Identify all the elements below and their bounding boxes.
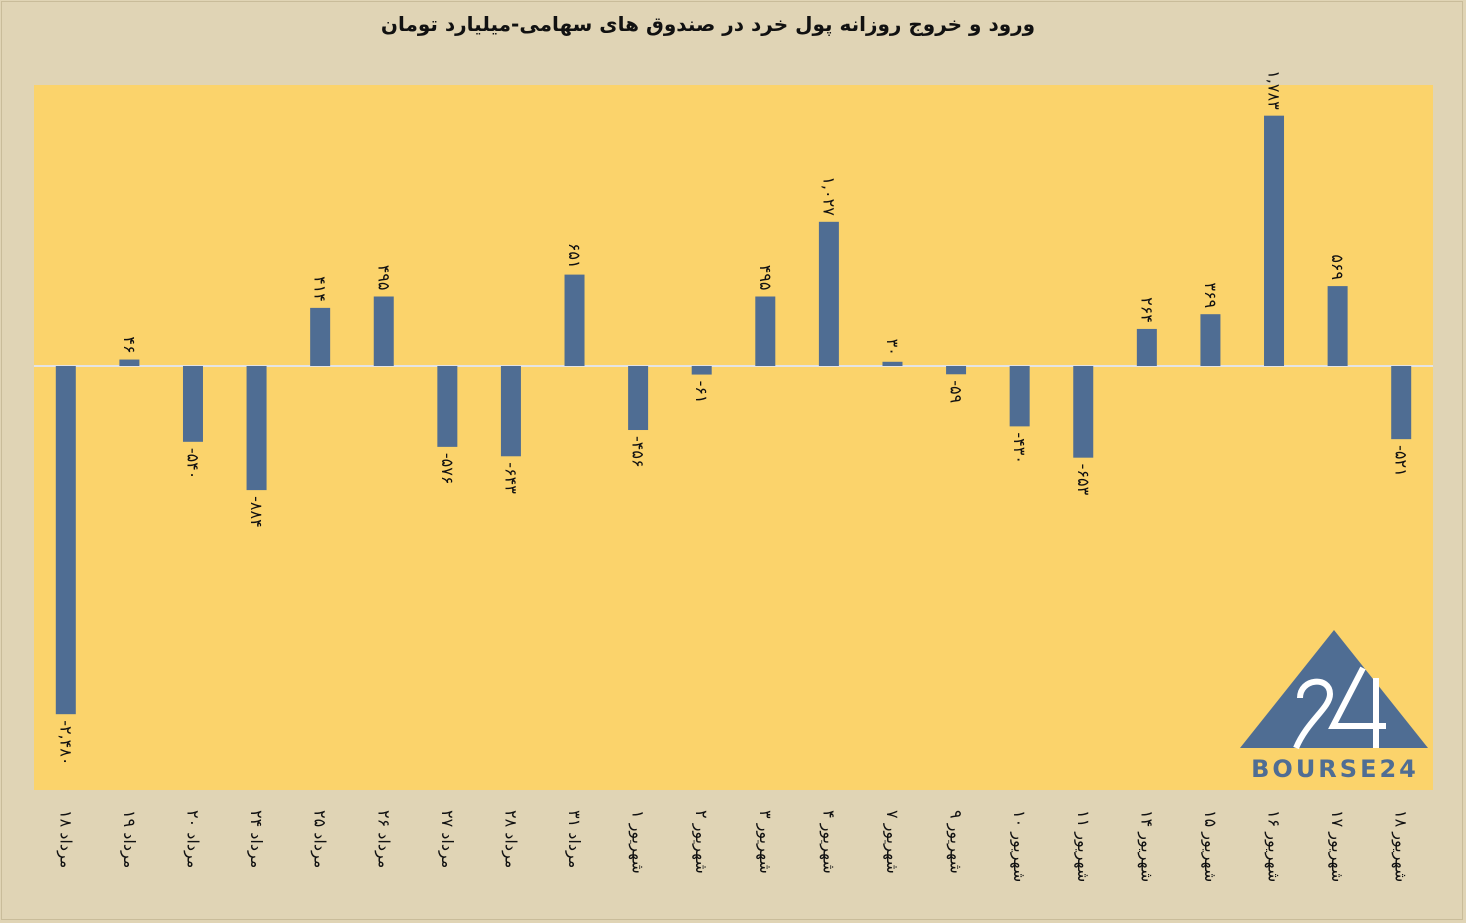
bar (182, 366, 203, 442)
bar (946, 366, 967, 375)
x-tick-label: ۷ شهریور (882, 810, 902, 874)
x-tick-label: ۴ شهریور (818, 810, 838, 874)
x-tick-label: ۲۷ مرداد (437, 810, 457, 868)
data-label: ۴۶ (120, 336, 139, 353)
data-label: ۴۹۵ (756, 265, 775, 291)
bar (818, 221, 839, 366)
x-tick-label: ۱۱ شهریور (1073, 810, 1093, 882)
data-label: -۸۸۴ (247, 496, 266, 528)
x-tick-label: ۱۰ شهریور (1009, 810, 1029, 882)
bar (373, 296, 394, 366)
x-tick-label: ۹ شهریور (946, 810, 966, 874)
chart-title: ورود و خروج روزانه پول خرد در صندوق های … (380, 12, 1036, 36)
bar (500, 366, 521, 457)
data-label: ۲۶۴ (1137, 297, 1156, 323)
bar (1136, 328, 1157, 366)
data-label: -۴۵۶ (629, 436, 648, 468)
data-label: ۴۱۴ (311, 276, 330, 302)
bar (628, 366, 649, 431)
x-tick-label: ۱۶ شهریور (1264, 810, 1284, 882)
data-label: ۱,۰۲۷ (819, 176, 838, 216)
x-tick-label: ۲۶ مرداد (373, 810, 393, 868)
x-tick-label: ۲۸ مرداد (500, 810, 520, 868)
data-label: ۶۵۱ (565, 243, 584, 269)
data-label: ۴۹۵ (374, 265, 393, 291)
data-label: -۵۷۶ (438, 453, 457, 485)
x-tick-label: ۲ شهریور (691, 810, 711, 874)
bar (691, 366, 712, 375)
bar (1327, 286, 1348, 366)
data-label: -۲,۴۸۰ (56, 720, 75, 765)
data-label: -۵۲۱ (1392, 445, 1411, 477)
x-tick-label: ۲۵ مرداد (310, 810, 330, 868)
x-tick-label: ۱۸ مرداد (55, 810, 75, 868)
data-label: -۵۴۰ (183, 448, 202, 480)
x-tick-label: ۱ شهریور (628, 810, 648, 874)
data-label: ۱,۷۸۳ (1265, 70, 1284, 110)
x-tick-label: ۱۵ شهریور (1200, 810, 1220, 882)
bar (437, 366, 458, 447)
bar (1391, 366, 1412, 440)
x-tick-label: ۳۱ مرداد (564, 810, 584, 868)
data-label: -۶۴۳ (501, 462, 520, 494)
x-tick-label: ۱۹ مرداد (119, 810, 139, 868)
bar (564, 274, 585, 366)
data-label: -۴۳۰ (1010, 432, 1029, 464)
x-tick-label: ۱۴ شهریور (1136, 810, 1156, 882)
bar (55, 366, 76, 715)
bourse24-logo (1240, 630, 1428, 750)
x-tick-label: ۲۰ مرداد (182, 810, 202, 868)
bar (1264, 115, 1285, 366)
data-label: ۵۶۹ (1328, 254, 1347, 280)
data-label: ۳۰ (883, 339, 902, 356)
bar (882, 361, 903, 366)
bar (1200, 314, 1221, 366)
bar (310, 307, 331, 366)
bar (119, 359, 140, 366)
x-tick-label: ۱۸ شهریور (1391, 810, 1411, 882)
x-tick-label: ۳ شهریور (755, 810, 775, 874)
data-label: ۳۶۹ (1201, 282, 1220, 308)
x-tick-label: ۱۷ شهریور (1327, 810, 1347, 882)
bar (1009, 366, 1030, 427)
data-label: -۶۵۳ (1074, 464, 1093, 496)
data-label: -۵۹ (947, 380, 966, 403)
bar (246, 366, 267, 491)
bar (755, 296, 776, 366)
plot-area (34, 85, 1433, 790)
x-tick-label: ۲۴ مرداد (246, 810, 266, 868)
data-label: -۶۱ (692, 381, 711, 404)
bar (1073, 366, 1094, 458)
logo-wordmark: BOURSE24 (1251, 755, 1419, 783)
